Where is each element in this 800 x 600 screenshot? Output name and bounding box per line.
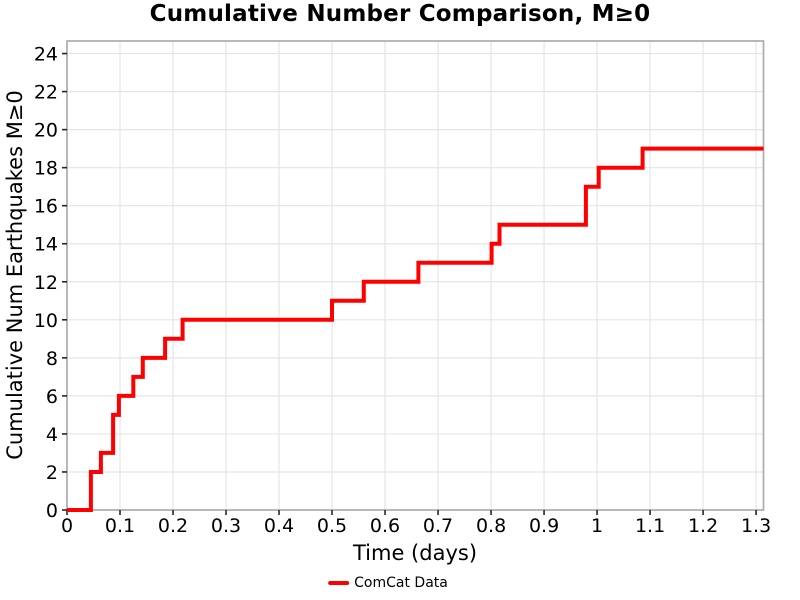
- y-tick-label: 2: [46, 462, 58, 484]
- y-tick-label: 0: [46, 500, 58, 522]
- x-tick-label: 0.7: [423, 515, 453, 537]
- y-tick-label: 4: [46, 424, 58, 446]
- y-tick-label: 8: [46, 348, 58, 370]
- y-tick-label: 22: [34, 82, 58, 104]
- x-tick-label: 0.1: [105, 515, 135, 537]
- y-tick-label: 10: [34, 310, 58, 332]
- x-tick-label: 0.6: [370, 515, 400, 537]
- x-tick-label: 0.9: [529, 515, 559, 537]
- x-tick-label: 1: [591, 515, 603, 537]
- y-tick-label: 20: [34, 120, 58, 142]
- y-tick-label: 24: [34, 44, 58, 66]
- y-axis-title: Cumulative Num Earthquakes M≥0: [3, 90, 27, 460]
- y-tick-label: 12: [34, 272, 58, 294]
- y-tick-label: 14: [34, 234, 58, 256]
- legend-line-swatch: [328, 581, 350, 585]
- x-tick-label: 0.4: [264, 515, 294, 537]
- x-axis-title: Time (days): [352, 541, 478, 565]
- x-tick-label: 1.1: [635, 515, 665, 537]
- x-tick-label: 1.2: [688, 515, 718, 537]
- legend-label: ComCat Data: [354, 575, 448, 591]
- y-tick-label: 18: [34, 158, 58, 180]
- x-tick-label: 0: [61, 515, 73, 537]
- x-tick-label: 1.3: [741, 515, 771, 537]
- x-tick-label: 0.3: [211, 515, 241, 537]
- data-series-line: [67, 146, 764, 512]
- x-tick-label: 0.5: [317, 515, 347, 537]
- y-tick-label: 16: [34, 196, 58, 218]
- x-tick-label: 0.8: [476, 515, 506, 537]
- y-tick-label: 6: [46, 386, 58, 408]
- plot-border: [66, 40, 765, 511]
- x-tick-label: 0.2: [158, 515, 188, 537]
- legend: ComCat Data: [328, 575, 448, 591]
- chart-title: Cumulative Number Comparison, M≥0: [149, 1, 651, 27]
